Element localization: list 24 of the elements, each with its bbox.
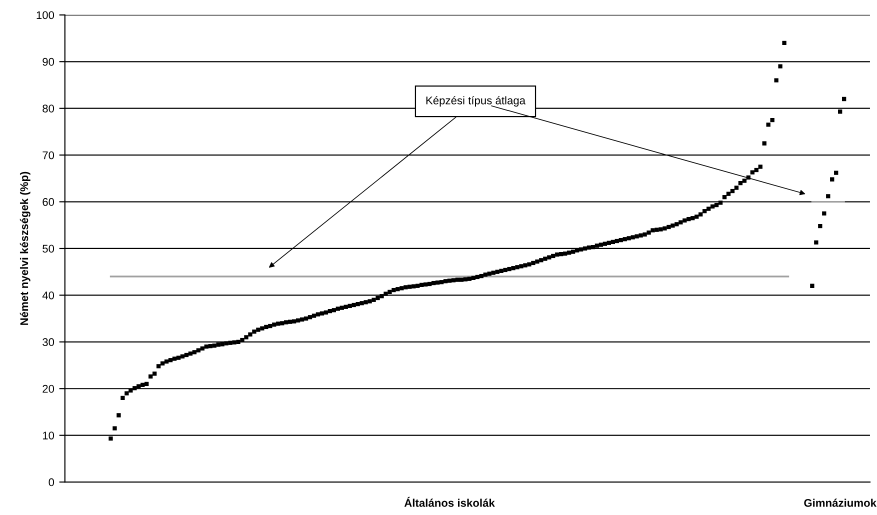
y-tick-label: 80 [42, 104, 54, 112]
point [834, 170, 838, 175]
y-tick-label: 0 [48, 478, 54, 486]
point [830, 177, 834, 182]
y-tick-label: 100 [36, 11, 54, 20]
point [822, 211, 826, 216]
y-tick-label: 90 [42, 58, 54, 66]
annotation: Képzési típus átlaga [426, 96, 526, 107]
y-tick-label: 70 [42, 151, 54, 160]
point [826, 194, 830, 198]
x-tick-label: Általános iskolák [404, 496, 495, 507]
point [814, 240, 818, 244]
y-tick-label: 10 [42, 432, 54, 440]
point [842, 96, 846, 102]
point [838, 110, 842, 114]
y-tick-label: 20 [42, 384, 54, 393]
y-tick-label: 40 [42, 291, 54, 300]
y-tick-label: 30 [42, 338, 54, 346]
y-tick-label: 50 [42, 244, 54, 253]
y-axis-title: Német nyelvi készségek (%p) [20, 172, 30, 325]
point [810, 284, 814, 288]
y-tick-label: 60 [42, 198, 54, 206]
point [818, 224, 822, 228]
x-tick-label: Gimnáziumok [804, 498, 877, 507]
